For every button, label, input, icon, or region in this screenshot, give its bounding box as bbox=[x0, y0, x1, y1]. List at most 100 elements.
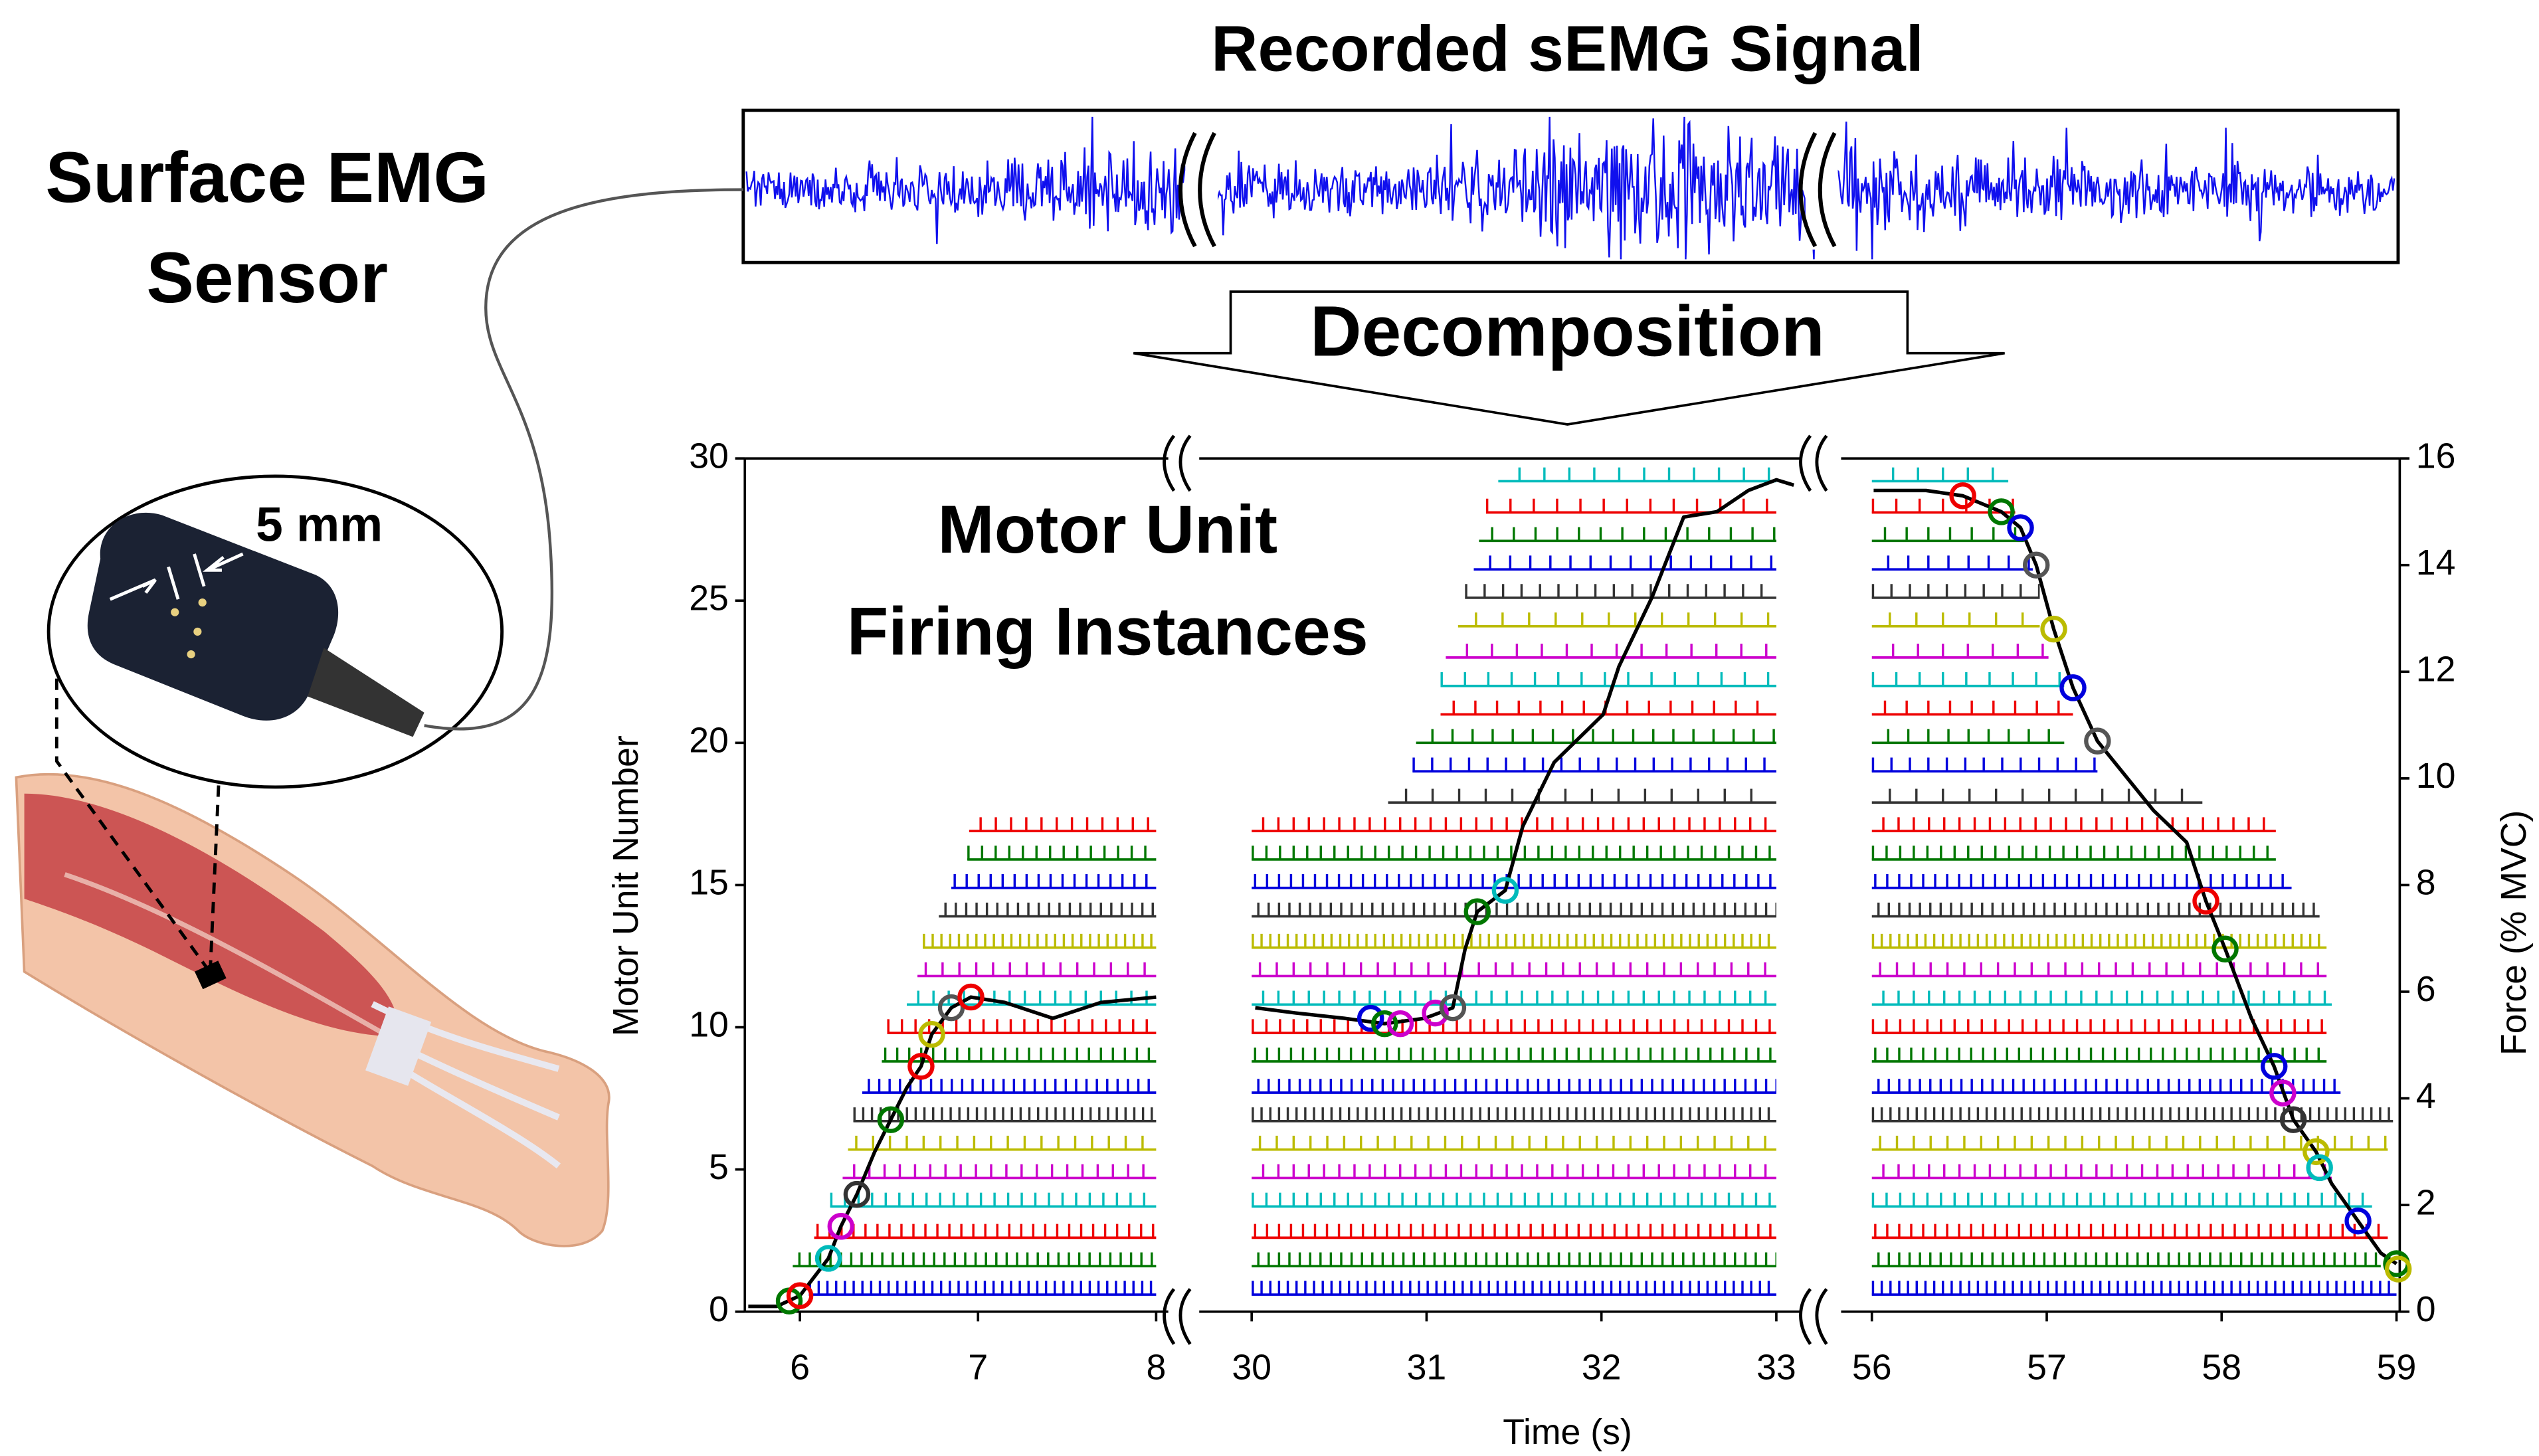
y2-tick-label: 14 bbox=[2416, 543, 2456, 583]
axis-break bbox=[1163, 1288, 1192, 1345]
recruitment-marker bbox=[918, 1021, 945, 1048]
cable bbox=[424, 188, 743, 731]
tendon bbox=[64, 872, 390, 1039]
x-tick-label: 30 bbox=[1232, 1348, 1271, 1388]
y-tick-label: 10 bbox=[689, 1005, 729, 1045]
sensor-label: Sensor bbox=[146, 238, 388, 318]
y-axis-label: Motor Unit Number bbox=[606, 735, 646, 1036]
scale-arrows bbox=[109, 552, 244, 601]
leader-line bbox=[54, 640, 209, 970]
muscle bbox=[24, 793, 399, 1037]
arrow-label: Decomposition bbox=[1310, 292, 1825, 371]
recruitment-marker bbox=[843, 1180, 871, 1208]
electrode bbox=[171, 608, 179, 616]
recruitment-marker bbox=[1357, 1004, 1384, 1032]
force-curve bbox=[1255, 478, 1795, 1026]
recruitment-marker bbox=[1491, 877, 1519, 904]
y2-tick-label: 4 bbox=[2416, 1076, 2436, 1116]
electrode bbox=[187, 650, 195, 659]
y2-tick-label: 0 bbox=[2416, 1289, 2436, 1329]
scale-label: 5 mm bbox=[256, 498, 383, 551]
x-tick-label: 56 bbox=[1852, 1348, 1892, 1388]
y2-tick-label: 16 bbox=[2416, 436, 2456, 476]
recruitment-marker bbox=[2040, 615, 2067, 643]
recruitment-marker bbox=[2192, 887, 2219, 915]
electrode bbox=[198, 598, 207, 607]
recruitment-marker bbox=[877, 1106, 905, 1133]
recruitment-marker bbox=[2344, 1208, 2372, 1235]
y-tick-label: 15 bbox=[689, 863, 729, 903]
wrist-band bbox=[365, 1006, 432, 1086]
recruitment-marker bbox=[2269, 1079, 2297, 1107]
x-tick-label: 6 bbox=[790, 1348, 810, 1388]
plot: 0 5 10 15 20 25 30 0 2 4 6 8 10 12 14 16 6 7 8 30 31 32 33 56 57… bbox=[689, 434, 2456, 1388]
signal-title: Recorded sEMG Signal bbox=[1211, 13, 1924, 85]
x-tick-label: 33 bbox=[1756, 1348, 1796, 1388]
recruitment-marker bbox=[1949, 482, 1976, 509]
leader-line bbox=[209, 785, 221, 966]
break-mark bbox=[1178, 132, 1216, 248]
recruitment-marker bbox=[2211, 935, 2239, 963]
x-tick-label: 31 bbox=[1407, 1348, 1447, 1388]
recruitment-marker bbox=[1386, 1010, 1414, 1038]
emg-trace bbox=[745, 116, 2396, 260]
y-tick-label: 25 bbox=[689, 578, 729, 618]
break-mark bbox=[1798, 132, 1837, 248]
recruitment-marker bbox=[2384, 1255, 2412, 1283]
sensor-body bbox=[87, 512, 339, 721]
force-curve bbox=[748, 995, 1157, 1309]
sensor-tail bbox=[308, 648, 424, 737]
electrode bbox=[193, 627, 202, 636]
recruitment-marker bbox=[2260, 1053, 2288, 1080]
recruitment-marker bbox=[1439, 994, 1467, 1022]
x-tick-label: 8 bbox=[1146, 1348, 1166, 1388]
x-tick-label: 57 bbox=[2027, 1348, 2067, 1388]
y-tick-label: 0 bbox=[709, 1289, 729, 1329]
recruitment-marker bbox=[2059, 674, 2087, 701]
recruitment-marker bbox=[827, 1213, 855, 1240]
sensor-site bbox=[195, 960, 227, 990]
x-tick-label: 32 bbox=[1582, 1348, 1622, 1388]
recruitment-marker bbox=[2303, 1138, 2330, 1166]
recruitment-marker bbox=[907, 1053, 935, 1080]
recruitment-marker bbox=[1371, 1010, 1398, 1038]
recruitment-marker bbox=[2022, 551, 2050, 579]
recruitment-marker bbox=[1988, 498, 2015, 525]
chart-annotation: Firing Instances bbox=[847, 592, 1368, 669]
recruitment-marker bbox=[2084, 727, 2111, 755]
y-tick-label: 5 bbox=[709, 1147, 729, 1187]
y2-tick-label: 12 bbox=[2416, 649, 2456, 689]
recruitment-marker bbox=[2279, 1106, 2307, 1133]
x-tick-label: 58 bbox=[2202, 1348, 2241, 1388]
y2-tick-label: 10 bbox=[2416, 756, 2456, 796]
axis-break bbox=[1163, 434, 1192, 492]
recruitment-marker bbox=[814, 1245, 842, 1272]
x-axis-label: Time (s) bbox=[1503, 1412, 1632, 1452]
scale-marks bbox=[167, 553, 206, 600]
recruitment-marker bbox=[957, 983, 985, 1011]
axis-break bbox=[1799, 434, 1828, 492]
y-tick-label: 20 bbox=[689, 721, 729, 761]
sensor-closeup: 5 mm bbox=[47, 188, 743, 789]
emg-panel bbox=[745, 116, 2396, 260]
recruitment-marker bbox=[937, 994, 965, 1022]
recruitment-marker bbox=[1422, 999, 1449, 1027]
chart-annotation: Motor Unit bbox=[937, 491, 1277, 567]
x-tick-label: 59 bbox=[2377, 1348, 2417, 1388]
y-tick-label: 30 bbox=[689, 436, 729, 476]
recruitment-marker bbox=[2306, 1154, 2333, 1182]
y2-tick-label: 6 bbox=[2416, 969, 2436, 1009]
recruitment-marker bbox=[1463, 898, 1491, 925]
force-curve bbox=[1873, 488, 2398, 1265]
recruitment-marker bbox=[786, 1282, 814, 1309]
decomposition-arrow bbox=[1133, 290, 2005, 426]
y2-axis-label: Force (% MVC) bbox=[2494, 810, 2534, 1055]
axis-break bbox=[1799, 1288, 1828, 1345]
y2-tick-label: 8 bbox=[2416, 863, 2436, 903]
x-tick-label: 7 bbox=[968, 1348, 988, 1388]
arm-illustration bbox=[15, 640, 611, 1247]
sensor-label: Surface EMG bbox=[45, 137, 489, 217]
y2-tick-label: 2 bbox=[2416, 1182, 2436, 1222]
